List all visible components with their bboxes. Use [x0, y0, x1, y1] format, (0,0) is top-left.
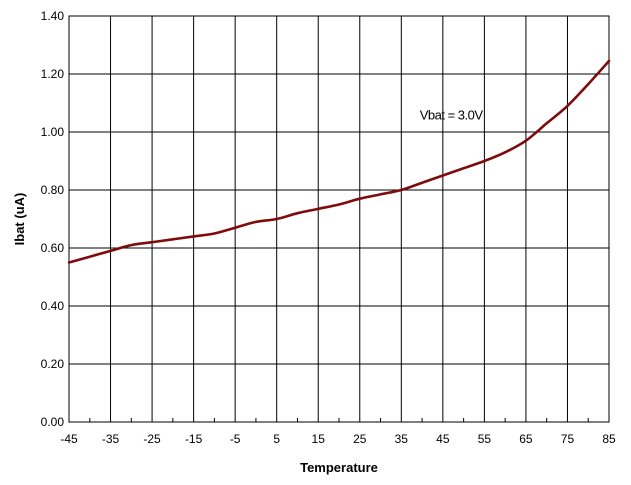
y-tick-label: 0.00 — [41, 415, 65, 429]
y-tick-label: 1.00 — [41, 125, 65, 139]
x-tick-label: 45 — [436, 432, 450, 446]
x-tick-label: 35 — [395, 432, 409, 446]
x-tick-label: 25 — [353, 432, 367, 446]
annotation-label: Vbat = 3.0V — [420, 108, 484, 123]
y-tick-label: 0.20 — [41, 357, 65, 371]
y-tick-label: 0.60 — [41, 241, 65, 255]
y-tick-labels: 0.00 0.20 0.40 0.60 0.80 1.00 1.20 1.40 — [41, 9, 65, 429]
x-tick-label: -15 — [185, 432, 203, 446]
x-tick-label: 15 — [312, 432, 326, 446]
series-layer — [67, 59, 611, 264]
x-tick-label: -45 — [60, 432, 78, 446]
plot-area-frame — [68, 15, 610, 423]
y-axis-title: Ibat (uA) — [12, 193, 27, 246]
series-line — [67, 59, 611, 264]
x-tick-label: -5 — [230, 432, 241, 446]
x-tick-label: 5 — [273, 432, 280, 446]
y-tick-label: 1.20 — [41, 67, 65, 81]
x-tick-label: 55 — [478, 432, 492, 446]
x-tick-label: 85 — [602, 432, 616, 446]
y-tick-label: 0.40 — [41, 299, 65, 313]
x-axis-title: Temperature — [300, 460, 378, 475]
y-tick-label: 0.80 — [41, 183, 65, 197]
x-tick-label: -25 — [143, 432, 161, 446]
grid — [68, 15, 610, 423]
x-tick-label: -35 — [102, 432, 120, 446]
x-tick-label: 75 — [561, 432, 575, 446]
x-minor-ticks — [89, 418, 589, 422]
y-tick-label: 1.40 — [41, 9, 65, 23]
x-tick-labels: -45 -35 -25 -15 -5 5 15 25 35 45 55 65 75 85 — [60, 432, 616, 446]
x-tick-label: 65 — [519, 432, 533, 446]
